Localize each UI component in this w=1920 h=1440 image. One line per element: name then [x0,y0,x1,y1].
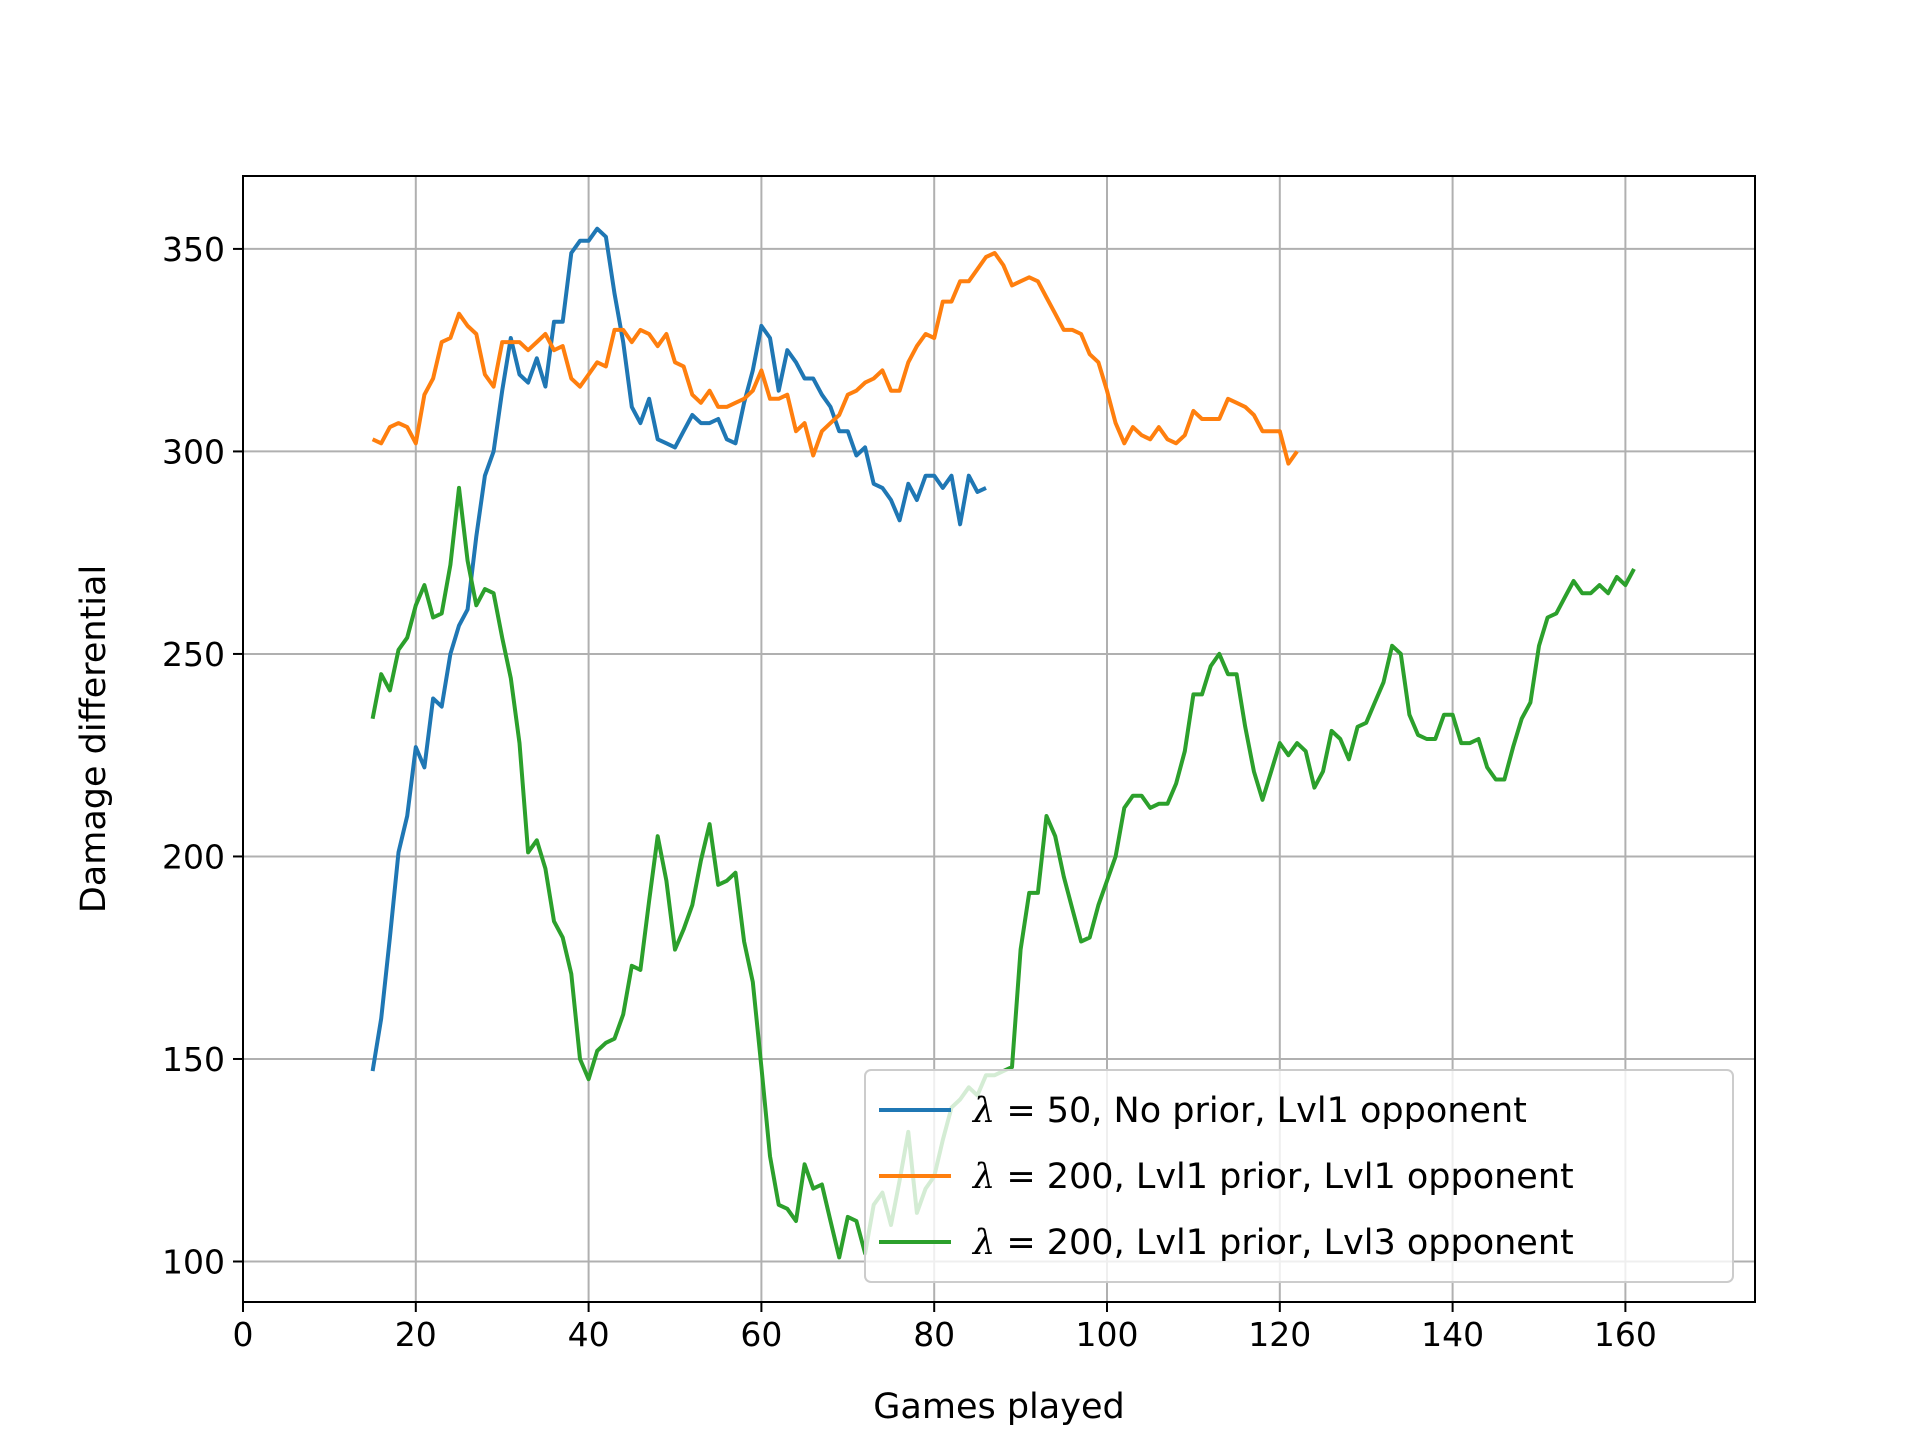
x-tick-label: 0 [233,1315,254,1354]
x-axis-label: Games played [873,1387,1124,1427]
legend-box [864,1069,1734,1283]
x-tick-label: 140 [1421,1315,1484,1354]
y-tick-label: 300 [162,432,225,471]
x-tick-label: 160 [1594,1315,1657,1354]
x-tick-label: 20 [395,1315,437,1354]
legend-entry: λ = 50, No prior, Lvl1 opponent [971,1091,1527,1131]
legend-lambda-symbol: λ [971,1157,995,1197]
legend-entry: λ = 200, Lvl1 prior, Lvl1 opponent [971,1157,1574,1197]
legend-entry: λ = 200, Lvl1 prior, Lvl3 opponent [971,1223,1574,1263]
series-line-1 [370,226,987,1072]
legend-lambda-symbol: λ [971,1223,995,1263]
x-tick-label: 120 [1248,1315,1311,1354]
axis-ticks: 0 20 40 60 80 100 120 140 160 100 150 200 250 300 350 [162,230,1657,1354]
legend-label: = 50, No prior, Lvl1 opponent [995,1091,1527,1131]
x-tick-label: 40 [568,1315,610,1354]
legend-label: = 200, Lvl1 prior, Lvl3 opponent [995,1223,1574,1263]
y-tick-label: 100 [162,1242,225,1281]
y-axis-label: Damage differential [74,565,114,913]
plot-frame [242,175,1756,1303]
legend-lambda-symbol: λ [971,1091,995,1131]
x-tick-label: 60 [740,1315,782,1354]
legend-label: = 200, Lvl1 prior, Lvl1 opponent [995,1157,1574,1197]
y-tick-label: 350 [162,230,225,269]
series-line-2 [371,251,1299,466]
x-tick-label: 100 [1076,1315,1139,1354]
y-tick-label: 150 [162,1040,225,1079]
x-tick-label: 80 [913,1315,955,1354]
y-tick-label: 250 [162,635,225,674]
y-tick-label: 200 [162,837,225,876]
